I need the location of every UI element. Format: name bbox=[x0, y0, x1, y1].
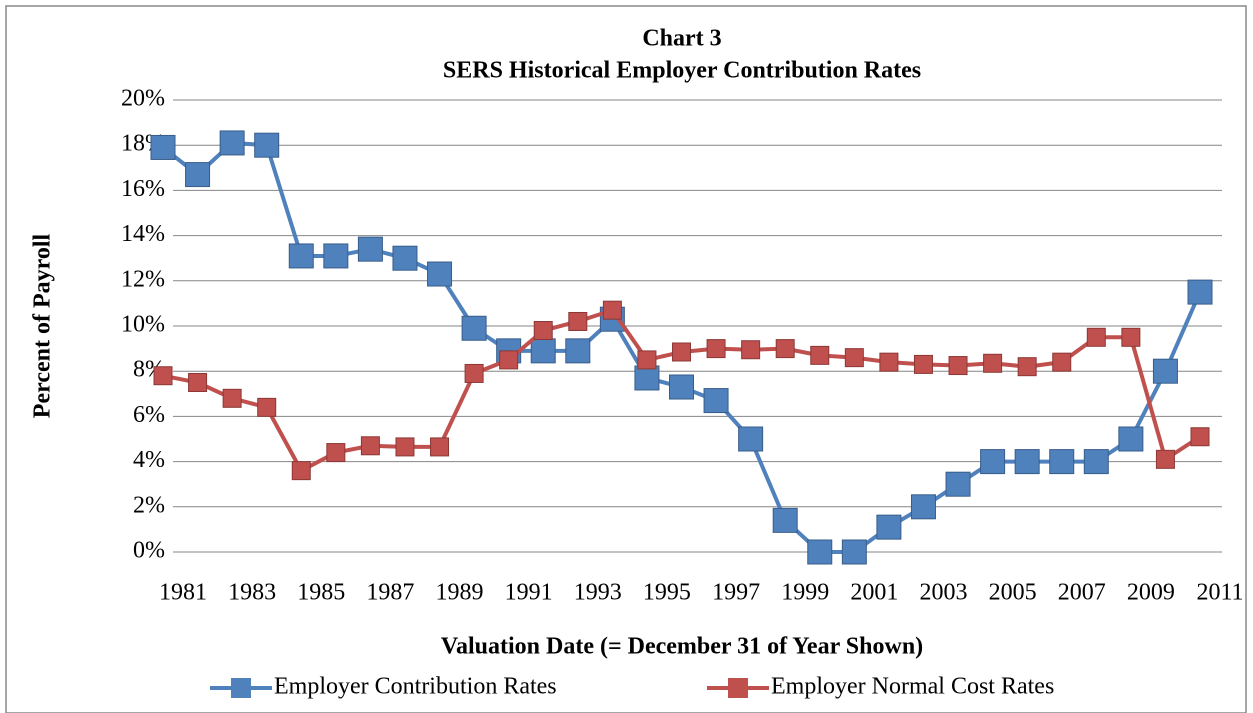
y-tick-label: 12% bbox=[121, 266, 165, 292]
x-tick-label: 1983 bbox=[228, 580, 276, 606]
marker bbox=[775, 339, 795, 359]
y-tick-label: 14% bbox=[121, 221, 165, 247]
marker bbox=[392, 245, 418, 271]
marker bbox=[1014, 449, 1040, 475]
marker bbox=[876, 514, 902, 540]
marker bbox=[219, 130, 245, 156]
x-tick-label: 1991 bbox=[505, 580, 553, 606]
marker bbox=[602, 300, 622, 320]
marker bbox=[153, 366, 173, 386]
marker bbox=[844, 348, 864, 368]
x-tick-label: 1999 bbox=[781, 580, 829, 606]
x-tick-label: 1985 bbox=[297, 580, 345, 606]
x-tick-label: 2003 bbox=[919, 580, 967, 606]
y-tick-label: 20% bbox=[121, 86, 165, 112]
marker bbox=[634, 365, 660, 391]
marker bbox=[741, 340, 761, 360]
marker bbox=[291, 461, 311, 481]
marker bbox=[983, 353, 1003, 373]
x-tick-label: 2009 bbox=[1127, 580, 1175, 606]
marker bbox=[703, 388, 729, 414]
x-axis-label: Valuation Date (= December 31 of Year Sh… bbox=[441, 634, 923, 660]
marker bbox=[1187, 279, 1213, 305]
marker bbox=[910, 494, 936, 520]
x-tick-label: 1995 bbox=[643, 580, 691, 606]
marker bbox=[257, 397, 277, 417]
marker bbox=[841, 539, 867, 565]
marker bbox=[1086, 327, 1106, 347]
marker bbox=[1083, 449, 1109, 475]
marker bbox=[323, 243, 349, 269]
y-tick-label: 10% bbox=[121, 312, 165, 338]
x-tick-label: 1989 bbox=[436, 580, 484, 606]
marker bbox=[395, 437, 415, 457]
x-tick-label: 2001 bbox=[850, 580, 898, 606]
marker bbox=[254, 132, 280, 158]
marker bbox=[499, 350, 519, 370]
marker bbox=[188, 373, 208, 392]
x-tick-label: 2007 bbox=[1058, 580, 1106, 606]
marker bbox=[568, 311, 588, 331]
marker bbox=[637, 350, 657, 370]
marker bbox=[1190, 427, 1210, 447]
legend-label: Employer Normal Cost Rates bbox=[771, 674, 1054, 700]
marker bbox=[1121, 327, 1141, 347]
x-tick-label: 2005 bbox=[989, 580, 1037, 606]
marker bbox=[772, 507, 798, 533]
marker bbox=[430, 437, 450, 457]
x-tick-label: 2011 bbox=[1196, 580, 1243, 606]
x-tick-label: 1987 bbox=[366, 580, 414, 606]
marker bbox=[288, 243, 314, 269]
marker bbox=[879, 352, 899, 372]
marker bbox=[1155, 449, 1175, 469]
marker bbox=[672, 342, 691, 362]
y-tick-label: 16% bbox=[121, 176, 165, 202]
marker bbox=[326, 443, 346, 463]
marker bbox=[948, 356, 968, 376]
x-tick-label: 1993 bbox=[574, 580, 622, 606]
marker bbox=[222, 388, 242, 408]
marker bbox=[945, 471, 971, 497]
y-tick-label: 4% bbox=[133, 447, 165, 473]
marker bbox=[360, 436, 380, 456]
y-axis-label: Percent of Payroll bbox=[30, 233, 56, 418]
marker bbox=[738, 426, 764, 452]
marker bbox=[185, 162, 211, 188]
marker bbox=[357, 236, 383, 262]
x-tick-label: 1997 bbox=[712, 580, 760, 606]
marker bbox=[427, 261, 453, 287]
chart-border bbox=[5, 5, 1247, 713]
marker bbox=[1017, 357, 1037, 377]
y-tick-label: 0% bbox=[133, 538, 165, 564]
legend-label: Employer Contribution Rates bbox=[274, 674, 557, 700]
marker bbox=[913, 354, 933, 374]
marker bbox=[150, 134, 176, 160]
chart-title: Chart 3 bbox=[642, 26, 721, 52]
marker bbox=[1049, 449, 1075, 475]
marker bbox=[565, 338, 591, 364]
legend-marker bbox=[231, 678, 251, 698]
legend-marker bbox=[728, 678, 748, 698]
marker bbox=[1152, 358, 1178, 384]
y-tick-label: 6% bbox=[133, 402, 165, 428]
marker bbox=[669, 374, 694, 400]
marker bbox=[706, 339, 726, 359]
marker bbox=[1052, 352, 1072, 372]
marker bbox=[810, 345, 830, 365]
chart-subtitle: SERS Historical Employer Contribution Ra… bbox=[443, 58, 921, 84]
marker bbox=[980, 449, 1006, 475]
y-tick-label: 2% bbox=[133, 492, 165, 518]
marker bbox=[533, 321, 553, 341]
x-tick-label: 1981 bbox=[159, 580, 207, 606]
marker bbox=[1118, 426, 1144, 452]
marker bbox=[530, 338, 556, 364]
marker bbox=[464, 363, 484, 383]
marker bbox=[461, 315, 487, 341]
marker bbox=[807, 539, 833, 565]
